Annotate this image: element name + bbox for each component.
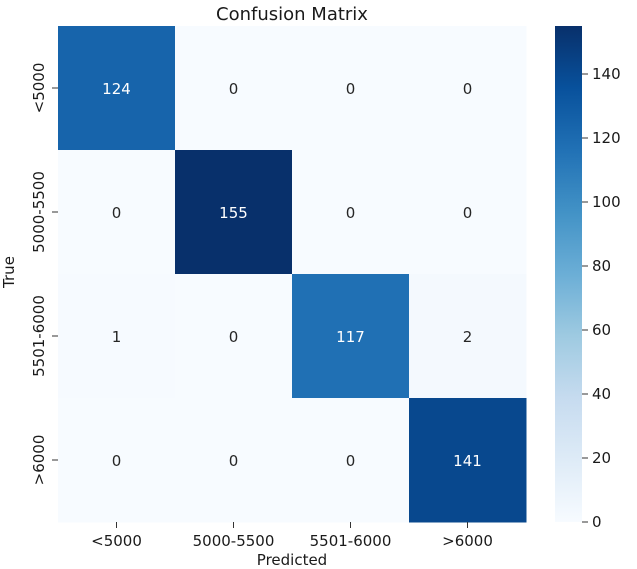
- x-tick-label: >6000: [442, 532, 493, 550]
- cell-value-label: 0: [463, 204, 473, 222]
- cell-value-label: 0: [112, 204, 122, 222]
- cell-value-label: 117: [336, 328, 365, 346]
- colorbar-tick-label: 80: [592, 257, 611, 275]
- heatmap-cell: [409, 274, 527, 399]
- x-tick-label: 5501-6000: [310, 532, 392, 550]
- colorbar-tick-label: 40: [592, 385, 611, 403]
- heatmap-cell: [58, 150, 176, 275]
- heatmap-cell: [58, 274, 176, 399]
- cell-value-label: 155: [219, 204, 248, 222]
- heatmap-cell: [409, 398, 527, 523]
- colorbar-tick-label: 0: [592, 513, 602, 531]
- cell-value-label: 0: [346, 80, 356, 98]
- cell-value-label: 0: [229, 80, 239, 98]
- cell-value-label: 0: [463, 80, 473, 98]
- y-axis-label: True: [0, 256, 18, 289]
- heatmap-cell: [175, 274, 293, 399]
- heatmap-cell: [292, 150, 410, 275]
- colorbar: [555, 26, 582, 522]
- cell-value-label: 0: [346, 452, 356, 470]
- cell-value-label: 124: [102, 80, 131, 98]
- heatmap-cell: [58, 398, 176, 523]
- heatmap-cell: [292, 26, 410, 151]
- heatmap-cell: [409, 26, 527, 151]
- colorbar-tick-label: 60: [592, 321, 611, 339]
- x-tick-label: <5000: [91, 532, 142, 550]
- heatmap-cell: [175, 26, 293, 151]
- cell-value-label: 0: [229, 328, 239, 346]
- y-axis: <5000 5000-5500 5501-6000 >6000: [30, 63, 58, 486]
- cell-value-label: 0: [346, 204, 356, 222]
- y-tick-label: 5501-6000: [30, 295, 48, 377]
- y-tick-label: <5000: [30, 63, 48, 114]
- heatmap-cell: [409, 150, 527, 275]
- heatmap-cells: [58, 26, 527, 523]
- heatmap-cell: [175, 150, 293, 275]
- colorbar-tick-label: 20: [592, 449, 611, 467]
- heatmap-cell: [175, 398, 293, 523]
- cell-value-label: 0: [229, 452, 239, 470]
- x-axis-label: Predicted: [257, 551, 327, 569]
- heatmap-cell: [292, 274, 410, 399]
- cell-value-label: 2: [463, 328, 473, 346]
- x-tick-label: 5000-5500: [193, 532, 275, 550]
- y-tick-label: 5000-5500: [30, 171, 48, 253]
- colorbar-tick-label: 140: [592, 65, 621, 83]
- x-axis: <5000 5000-5500 5501-6000 >6000: [91, 522, 493, 550]
- heatmap-cell: [58, 26, 176, 151]
- cell-value-label: 0: [112, 452, 122, 470]
- cell-value-label: 141: [453, 452, 482, 470]
- colorbar-tick-label: 120: [592, 129, 621, 147]
- chart-title: Confusion Matrix: [216, 4, 368, 25]
- y-tick-label: >6000: [30, 435, 48, 486]
- heatmap-cell-labels: 124 0 0 0 0 155 0 0 1 0 117 2 0 0 0 141: [102, 80, 482, 470]
- colorbar-ticks: 0 20 40 60 80 100 120 140: [582, 65, 621, 531]
- colorbar-tick-label: 100: [592, 193, 621, 211]
- cell-value-label: 1: [112, 328, 122, 346]
- heatmap-cell: [292, 398, 410, 523]
